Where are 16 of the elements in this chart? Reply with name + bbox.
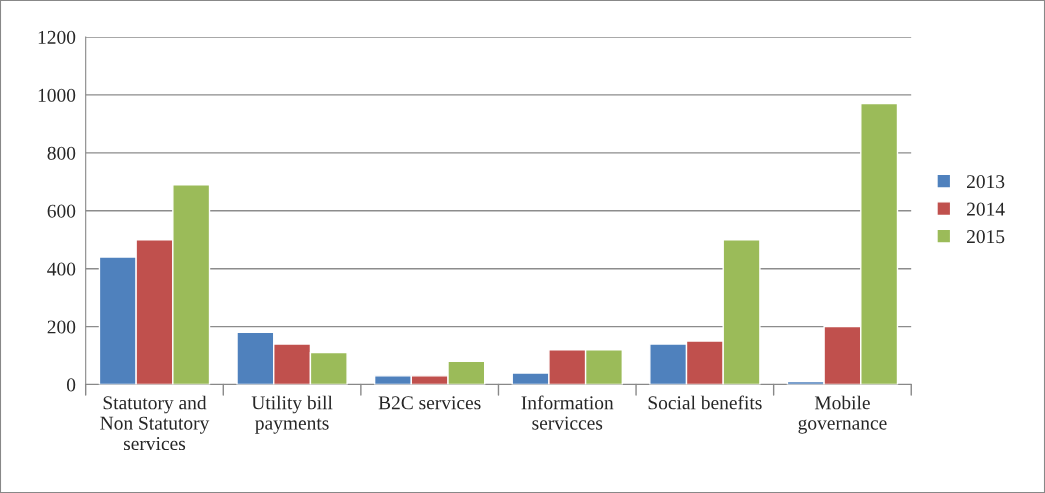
x-tick-label: Utility bill payments	[251, 395, 333, 434]
legend-label: 2015	[967, 230, 1005, 244]
y-tick-label: 0	[66, 378, 76, 392]
legend-label: 2013	[967, 175, 1005, 189]
x-tick-label: Mobile governance	[798, 395, 887, 434]
x-tick-label: Statutory and Non Statutory services	[100, 395, 210, 451]
x-tick-label: B2C services	[378, 396, 481, 410]
y-tick-label: 800	[47, 146, 76, 160]
y-tick-label: 1000	[38, 88, 76, 102]
x-tick-label: Social benefits	[648, 395, 762, 410]
y-tick-label: 200	[47, 320, 76, 334]
y-tick-label: 400	[47, 262, 76, 276]
x-tick-label: Information servicces	[521, 395, 614, 430]
y-tick-label: 1200	[38, 30, 76, 44]
legend-label: 2014	[967, 202, 1005, 216]
y-tick-label: 600	[47, 204, 76, 218]
